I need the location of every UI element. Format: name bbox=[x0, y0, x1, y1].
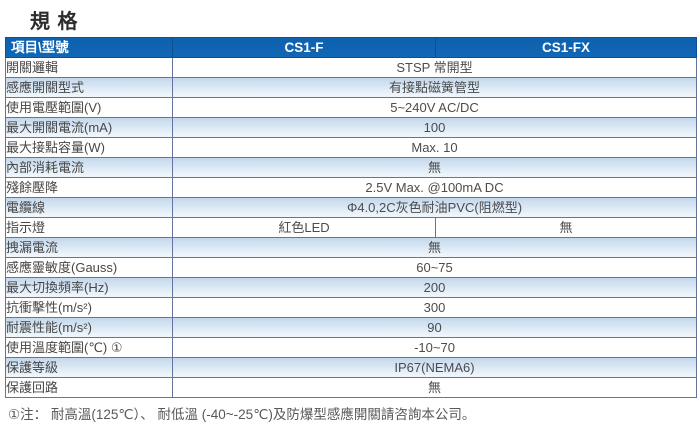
row-value: Φ4.0,2C灰色耐油PVC(阻燃型) bbox=[172, 197, 697, 218]
row-label: 抗衝擊性(m/s²) bbox=[5, 297, 173, 318]
row-label: 耐震性能(m/s²) bbox=[5, 317, 173, 338]
table-row: 最大開關電流(mA) 100 bbox=[5, 117, 697, 138]
table-row: 內部消耗電流 無 bbox=[5, 157, 697, 178]
row-value: STSP 常開型 bbox=[172, 57, 697, 78]
row-value-cs1f: 紅色LED bbox=[172, 217, 436, 238]
row-label: 最大切換頻率(Hz) bbox=[5, 277, 173, 298]
table-row: 抗衝擊性(m/s²) 300 bbox=[5, 297, 697, 318]
table-row: 最大切換頻率(Hz) 200 bbox=[5, 277, 697, 298]
table-row: 拽漏電流 無 bbox=[5, 237, 697, 258]
spec-table: 項目\型號 CS1-F CS1-FX 開關邏輯 STSP 常開型 感應開關型式 … bbox=[5, 37, 697, 398]
table-row: 開關邏輯 STSP 常開型 bbox=[5, 57, 697, 78]
row-label: 使用電壓範圍(V) bbox=[5, 97, 173, 118]
table-row: 使用電壓範圍(V) 5~240V AC/DC bbox=[5, 97, 697, 118]
table-row: 使用溫度範圍(℃) ① -10~70 bbox=[5, 337, 697, 358]
row-value: 無 bbox=[172, 377, 697, 398]
row-value-cs1fx: 無 bbox=[435, 217, 697, 238]
row-label: 殘餘壓降 bbox=[5, 177, 173, 198]
row-value: 有接點磁簧管型 bbox=[172, 77, 697, 98]
row-label: 開關邏輯 bbox=[5, 57, 173, 78]
row-value: 無 bbox=[172, 157, 697, 178]
row-value: 2.5V Max. @100mA DC bbox=[172, 177, 697, 198]
row-label: 指示燈 bbox=[5, 217, 173, 238]
table-row: 電纜線 Φ4.0,2C灰色耐油PVC(阻燃型) bbox=[5, 197, 697, 218]
header-item-model: 項目\型號 bbox=[5, 37, 173, 58]
row-label: 電纜線 bbox=[5, 197, 173, 218]
row-label: 感應開關型式 bbox=[5, 77, 173, 98]
table-row: 保護回路 無 bbox=[5, 377, 697, 398]
row-label: 內部消耗電流 bbox=[5, 157, 173, 178]
header-model-cs1fx: CS1-FX bbox=[435, 37, 697, 58]
table-row: 指示燈 紅色LED 無 bbox=[5, 217, 697, 238]
row-label: 最大開關電流(mA) bbox=[5, 117, 173, 138]
table-header-row: 項目\型號 CS1-F CS1-FX bbox=[5, 37, 697, 58]
table-row: 感應開關型式 有接點磁簧管型 bbox=[5, 77, 697, 98]
row-value: 60~75 bbox=[172, 257, 697, 278]
table-row: 殘餘壓降 2.5V Max. @100mA DC bbox=[5, 177, 697, 198]
row-label: 使用溫度範圍(℃) ① bbox=[5, 337, 173, 358]
table-row: 耐震性能(m/s²) 90 bbox=[5, 317, 697, 338]
row-label: 拽漏電流 bbox=[5, 237, 173, 258]
footnote: ①注： 耐高溫(125℃）、 耐低溫 (-40~-25℃)及防爆型感應開關請咨詢… bbox=[8, 407, 476, 422]
page-title: 規 格 bbox=[30, 11, 79, 33]
header-model-cs1f: CS1-F bbox=[172, 37, 436, 58]
row-value: 無 bbox=[172, 237, 697, 258]
row-value: IP67(NEMA6) bbox=[172, 357, 697, 378]
row-value: -10~70 bbox=[172, 337, 697, 358]
row-value: 300 bbox=[172, 297, 697, 318]
row-label: 感應靈敏度(Gauss) bbox=[5, 257, 173, 278]
table-row: 最大接點容量(W) Max. 10 bbox=[5, 137, 697, 158]
row-value: 90 bbox=[172, 317, 697, 338]
row-label: 保護等級 bbox=[5, 357, 173, 378]
row-label: 保護回路 bbox=[5, 377, 173, 398]
row-value: 100 bbox=[172, 117, 697, 138]
table-row: 感應靈敏度(Gauss) 60~75 bbox=[5, 257, 697, 278]
row-label: 最大接點容量(W) bbox=[5, 137, 173, 158]
row-value: 5~240V AC/DC bbox=[172, 97, 697, 118]
table-row: 保護等級 IP67(NEMA6) bbox=[5, 357, 697, 378]
row-value: Max. 10 bbox=[172, 137, 697, 158]
row-value: 200 bbox=[172, 277, 697, 298]
